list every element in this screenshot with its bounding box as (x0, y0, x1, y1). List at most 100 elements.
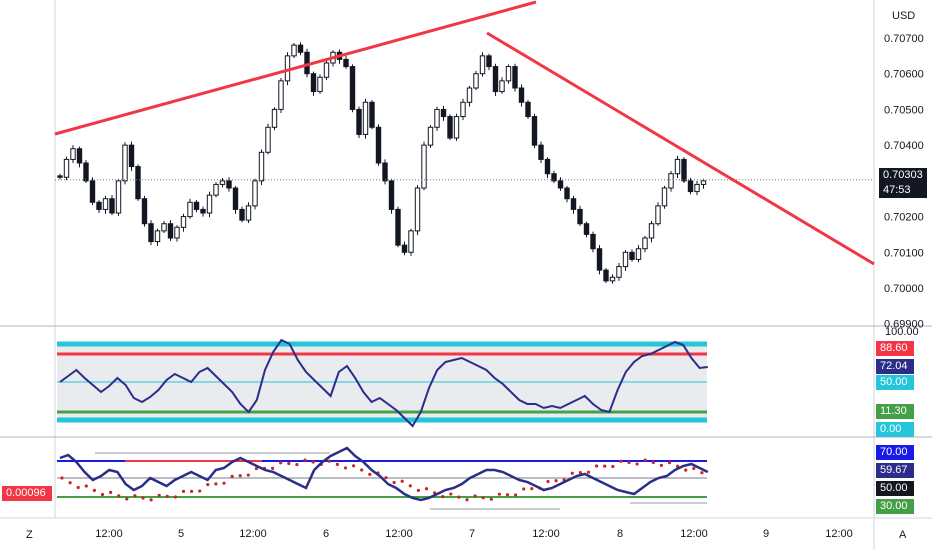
osc1-line (59, 338, 708, 428)
osc2-dot (643, 458, 647, 462)
osc2-dot (692, 466, 696, 470)
osc2-dot (700, 471, 704, 475)
osc2-dot (684, 468, 688, 472)
osc2-dot (343, 466, 348, 470)
candle-up (466, 87, 473, 103)
osc2-dot (424, 487, 429, 491)
candle-down (583, 223, 590, 235)
osc2-dot (303, 458, 307, 462)
time-tick-label: 12:00 (680, 528, 708, 540)
candle-up (174, 226, 180, 239)
osc2-dot (586, 470, 591, 474)
price-tick-label: 0.70700 (884, 33, 924, 45)
candle-up (115, 180, 122, 214)
osc2-dot (360, 468, 364, 472)
osc2-dot (400, 479, 404, 483)
osc2-dot (198, 489, 202, 493)
candle-down (343, 58, 349, 68)
indicator-value-tag: 11.30 (876, 404, 914, 419)
osc2-dot (627, 460, 631, 465)
osc2-dot (279, 461, 283, 465)
candle-down (382, 162, 388, 182)
osc2-dot (295, 462, 299, 467)
candle-down (564, 187, 570, 200)
osc2-dot (465, 498, 469, 502)
candle-up (362, 101, 369, 135)
osc2-dot (125, 497, 129, 501)
candle-down (109, 198, 115, 214)
candle-up (616, 266, 622, 278)
price-tick-label: 0.70400 (884, 140, 924, 152)
osc2-dot (84, 484, 88, 488)
candle-down (596, 248, 603, 271)
candle-up (291, 44, 297, 57)
candle-down (388, 180, 395, 210)
candle-up (427, 126, 434, 146)
candle-down (544, 158, 551, 175)
currency-label: USD (892, 10, 915, 22)
candle-down (525, 101, 531, 118)
indicator-value-tag: 0.00 (876, 422, 914, 437)
price-tick-label: 0.69900 (884, 319, 924, 331)
osc2-dot (92, 488, 96, 492)
osc2-dot (635, 462, 639, 466)
candle-up (479, 55, 486, 75)
osc2-dot (489, 497, 493, 501)
candle-down (687, 180, 694, 193)
candle-down (512, 66, 518, 89)
osc2-dot (449, 492, 453, 496)
candle-up (505, 66, 512, 82)
trendline-support-up[interactable] (54, 0, 537, 136)
candle-up (453, 116, 460, 139)
osc2-dot (497, 492, 501, 496)
timezone-button[interactable]: Z (26, 529, 33, 541)
candlestick-series (57, 42, 707, 284)
candle-up (122, 144, 128, 182)
candle-up (219, 180, 226, 185)
candle-up (473, 73, 479, 89)
osc2-dot (238, 474, 242, 478)
candle-up (609, 276, 616, 282)
osc2-left-value: 0.00096 (6, 487, 46, 499)
candle-up (655, 205, 661, 225)
candle-up (154, 230, 161, 243)
osc2-dot (546, 479, 550, 484)
osc2-dot (611, 464, 615, 469)
osc2-dot (473, 494, 477, 498)
candle-down (440, 108, 447, 118)
osc2-dot (60, 476, 64, 480)
osc2-dot (570, 471, 574, 475)
time-axis[interactable]: 12:00 5 12:00 6 12:00 7 12:00 8 12:00 9 12:00 (95, 528, 853, 540)
osc2-dot (505, 493, 510, 497)
price-tick-label: 0.70500 (884, 104, 924, 116)
osc2-dot (133, 494, 137, 498)
candle-down (76, 148, 83, 164)
time-tick-label: 12:00 (385, 528, 413, 540)
candle-up (245, 205, 252, 221)
osc2-left-value-tag: 0.00096 (2, 486, 52, 501)
candle-up (408, 230, 414, 253)
candle-up (252, 180, 258, 207)
candle-down (167, 223, 174, 239)
osc2-dot (311, 460, 315, 464)
osc2-dot (206, 482, 210, 487)
time-tick-label: 12:00 (95, 528, 123, 540)
candle-up (434, 108, 440, 128)
candle-down (531, 116, 538, 146)
osc2-dot (214, 482, 218, 486)
candle-down (57, 175, 63, 178)
osc2-dot (408, 484, 412, 488)
candle-up (187, 201, 193, 218)
trendline-resistance-down[interactable] (486, 31, 875, 266)
auto-scale-button[interactable]: A (899, 529, 907, 541)
osc2-dot (481, 496, 485, 500)
candle-up (278, 80, 284, 110)
indicator-value-tag: 50.00 (876, 481, 914, 496)
osc2-dot (368, 472, 372, 476)
candle-down (486, 55, 492, 68)
osc2-dot (522, 487, 526, 491)
osc2-dot (222, 481, 226, 485)
candle-down (349, 66, 356, 110)
candle-up (161, 223, 167, 232)
